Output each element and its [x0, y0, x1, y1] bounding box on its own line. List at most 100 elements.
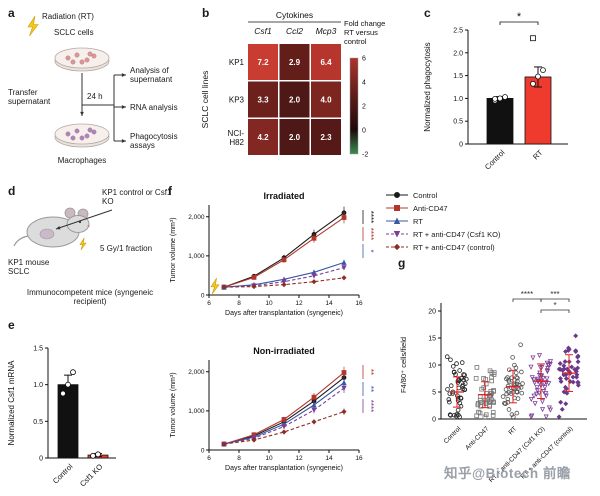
svg-text:Anti-CD47: Anti-CD47 [464, 425, 490, 451]
svg-text:**: ** [366, 369, 375, 375]
svg-text:7.2: 7.2 [257, 58, 269, 67]
svg-text:2.0: 2.0 [453, 50, 463, 57]
svg-text:2,000: 2,000 [188, 214, 205, 221]
legend-label: Control [413, 190, 438, 200]
panel-b: b Cytokines Csf1 Ccl2 Mcp3 KP1 7.2 2.9 6.4 KP3 3.… [198, 6, 394, 178]
svg-text:6.4: 6.4 [320, 58, 332, 67]
svg-text:0: 0 [201, 447, 205, 454]
svg-text:4.2: 4.2 [257, 133, 269, 142]
svg-text:Tumor volume (mm³): Tumor volume (mm³) [170, 217, 177, 282]
svg-text:8: 8 [237, 300, 241, 307]
svg-text:10: 10 [265, 455, 273, 462]
panel-e: e 0 0.5 1.0 1.5 Normalized Csf1 mRNA Control C… [4, 318, 132, 494]
svg-text:RT versus: RT versus [344, 28, 378, 37]
svg-text:Days after transplantation (sy: Days after transplantation (syngeneic) [225, 310, 343, 317]
panel-c-label: c [424, 6, 431, 20]
svg-text:6: 6 [207, 300, 211, 307]
phagocytosis-bar-chart: 0 0.5 1.0 1.5 2.0 2.5 Normalized phagocytosis C… [423, 11, 568, 172]
svg-text:Control: Control [51, 462, 75, 486]
cytokine-heatmap: Cytokines Csf1 Ccl2 Mcp3 KP1 7.2 2.9 6.4 KP3 3.3 2… [200, 10, 385, 159]
legend-marker-icon [386, 243, 408, 251]
svg-text:RT: RT [531, 148, 545, 162]
svg-text:2.0: 2.0 [289, 96, 301, 105]
svg-text:14: 14 [325, 300, 333, 307]
svg-text:6: 6 [207, 455, 211, 462]
svg-text:Csf1: Csf1 [254, 26, 272, 36]
legend-label: RT + anti-CD47 (control) [413, 242, 495, 252]
svg-text:12: 12 [295, 300, 303, 307]
svg-text:H82: H82 [229, 138, 244, 147]
svg-text:2.5: 2.5 [453, 28, 463, 35]
svg-text:Normalized Csf1 mRNA: Normalized Csf1 mRNA [7, 360, 16, 446]
csf1-mrna-bar-chart: 0 0.5 1.0 1.5 Normalized Csf1 mRNA Control Csf… [7, 346, 116, 488]
svg-text:4: 4 [362, 80, 366, 87]
svg-text:2.9: 2.9 [289, 58, 301, 67]
treatment-legend: Control Anti-CD47 RT RT + anti-CD47 (Csf1 K… [385, 190, 597, 252]
svg-text:Days after transplantation (sy: Days after transplantation (syngeneic) [225, 465, 343, 472]
svg-text:0: 0 [201, 292, 205, 299]
svg-text:0.5: 0.5 [453, 119, 463, 126]
svg-text:6: 6 [362, 56, 366, 63]
panel-d-label: d [8, 184, 16, 198]
svg-text:8: 8 [237, 455, 241, 462]
svg-text:1.5: 1.5 [33, 346, 43, 353]
panel-g: g 0 5 10 15 20 F4/80⁺ cells/field Control Anti-… [393, 254, 600, 496]
macrophages-label: Macrophages [57, 156, 107, 165]
mouse-model-diagram [13, 207, 113, 251]
tumor-groups-label: KP1 control or Csf1 KO [102, 188, 172, 207]
svg-text:2,000: 2,000 [188, 369, 205, 376]
svg-text:KP1: KP1 [229, 58, 245, 67]
svg-text:2.3: 2.3 [320, 133, 332, 142]
svg-text:****: **** [521, 290, 533, 299]
svg-text:20: 20 [428, 309, 436, 316]
svg-text:15: 15 [428, 336, 436, 343]
radiation-label: Radiation (RT) [42, 12, 94, 21]
svg-text:0: 0 [362, 128, 366, 135]
svg-text:RT: RT [507, 425, 518, 436]
svg-text:Irradiated: Irradiated [263, 191, 304, 201]
svg-text:SCLC cell lines: SCLC cell lines [200, 71, 210, 129]
panel-a-label: a [8, 6, 15, 20]
legend-item-4: RT + anti-CD47 (control) [385, 242, 597, 252]
macrophage-scatter-plot: 0 5 10 15 20 F4/80⁺ cells/field Control Anti-CD… [399, 290, 587, 484]
svg-text:Non-irradiated: Non-irradiated [253, 346, 315, 356]
svg-text:1,000: 1,000 [188, 253, 205, 260]
watermark: 知乎@Biotech 前瞻 [444, 466, 571, 481]
svg-text:Mcp3: Mcp3 [316, 26, 337, 36]
panel-a-diagram [27, 15, 126, 148]
panel-f: f Irradiated 0 1,000 2,000 6 8 10 12 14 16 Days af… [163, 183, 385, 496]
legend-label: Anti-CD47 [413, 203, 448, 213]
legend-item-2: RT [385, 216, 597, 226]
legend-label: RT + anti-CD47 (Csf1 KO) [413, 229, 501, 239]
svg-text:0: 0 [39, 456, 43, 463]
incubation-time-label: 24 h [87, 92, 103, 101]
panel-g-label: g [398, 256, 406, 270]
svg-text:14: 14 [325, 455, 333, 462]
panel-b-label: b [202, 6, 210, 20]
svg-text:2: 2 [362, 104, 366, 111]
svg-text:Ccl2: Ccl2 [286, 26, 303, 36]
svg-text:***: *** [550, 290, 559, 299]
recipient-label: Immunocompetent mice (syngeneic recipien… [26, 288, 154, 307]
svg-text:16: 16 [355, 455, 363, 462]
svg-text:1.5: 1.5 [453, 73, 463, 80]
legend-label: RT [413, 216, 423, 226]
panel-e-label: e [8, 318, 15, 332]
svg-text:5: 5 [432, 390, 436, 397]
svg-text:0: 0 [432, 417, 436, 424]
panel-d: d KP1 control or Csf1 KO 5 Gy/1 fraction… [8, 184, 176, 318]
nonirradiated-tumor-growth-chart: Non-irradiated 0 1,000 2,000 6 8 10 12 14 16 Days … [170, 346, 375, 472]
svg-text:KP3: KP3 [229, 96, 245, 105]
svg-text:-2: -2 [362, 152, 368, 159]
svg-text:4.0: 4.0 [320, 96, 332, 105]
svg-text:1.0: 1.0 [453, 96, 463, 103]
svg-text:Fold change: Fold change [344, 19, 385, 28]
svg-text:12: 12 [295, 455, 303, 462]
output-supernatant-label: Analysis of supernatant [130, 66, 173, 85]
svg-text:1.0: 1.0 [33, 382, 43, 389]
legend-item-1: Anti-CD47 [385, 203, 597, 213]
svg-text:F4/80⁺ cells/field: F4/80⁺ cells/field [399, 337, 408, 393]
svg-text:****: **** [366, 211, 375, 223]
svg-text:1,000: 1,000 [188, 408, 205, 415]
